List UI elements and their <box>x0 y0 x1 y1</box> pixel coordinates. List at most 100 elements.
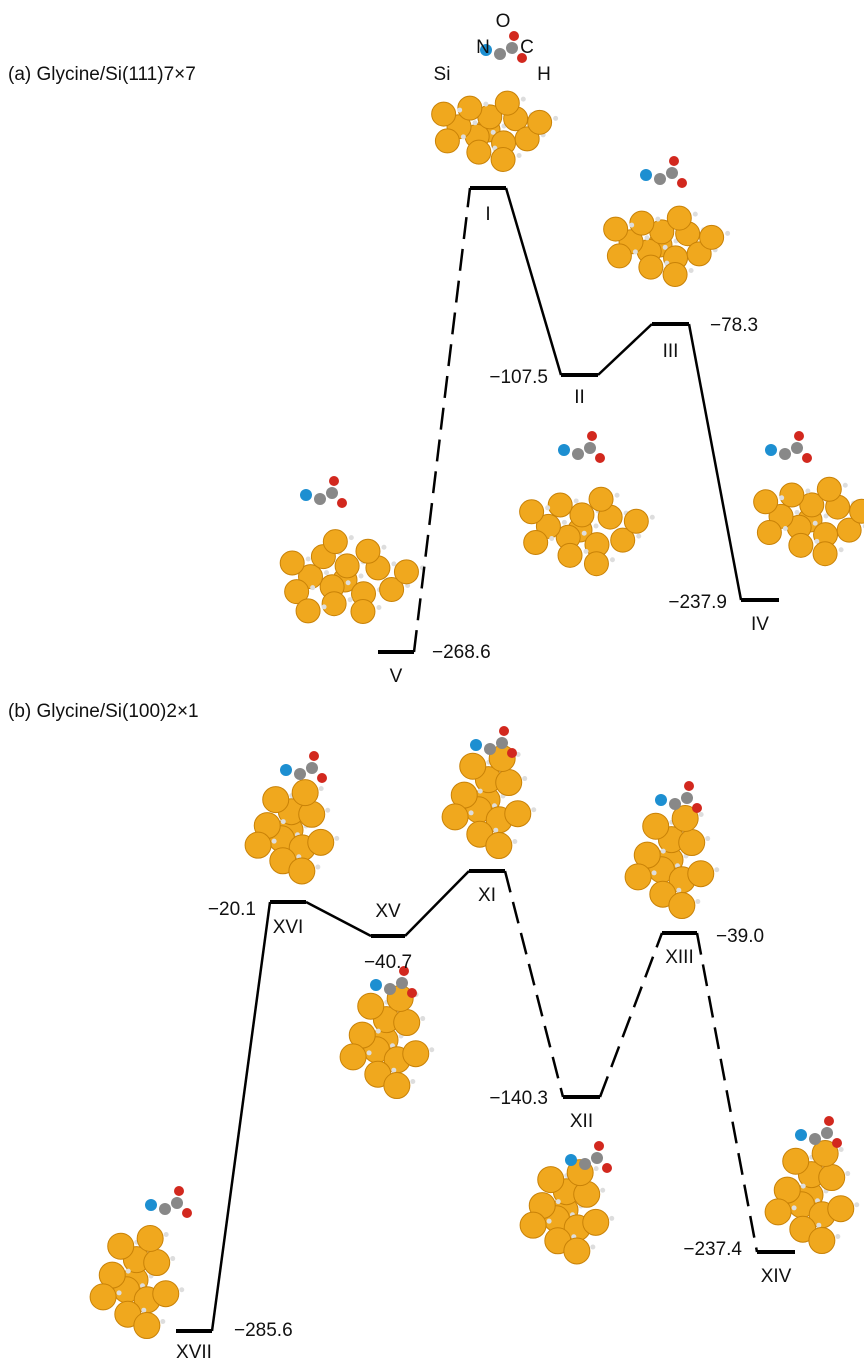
pathway <box>697 933 757 1252</box>
carbon-atom <box>779 448 791 460</box>
energy-value: −237.9 <box>668 592 727 613</box>
atom-label: O <box>496 11 511 32</box>
adsorbate <box>145 1186 192 1218</box>
silicon-atom <box>458 96 482 120</box>
level-label: III <box>663 341 679 362</box>
silicon-atom <box>403 1041 429 1067</box>
silicon-atom <box>495 91 519 115</box>
level-label: XVII <box>176 1342 212 1363</box>
hydrogen-atom <box>483 102 488 107</box>
oxygen-atom <box>824 1116 834 1126</box>
adsorbate <box>655 781 702 813</box>
carbon-atom <box>666 167 678 179</box>
oxygen-atom <box>309 751 319 761</box>
oxygen-atom <box>317 773 327 783</box>
hydrogen-atom <box>160 1319 165 1324</box>
hydrogen-atom <box>813 521 818 526</box>
hydrogen-atom <box>549 536 554 541</box>
hydrogen-atom <box>584 549 589 554</box>
oxygen-atom <box>832 1138 842 1148</box>
carbon-atom <box>809 1133 821 1145</box>
level-label: XII <box>570 1111 593 1132</box>
carbon-atom <box>791 442 803 454</box>
hydrogen-atom <box>179 1287 184 1292</box>
hydrogen-atom <box>693 212 698 217</box>
silicon-atom <box>604 217 628 241</box>
oxygen-atom <box>337 498 347 508</box>
hydrogen-atom <box>322 604 327 609</box>
silicon-atom <box>679 830 705 856</box>
hydrogen-atom <box>725 231 730 236</box>
hydrogen-atom <box>473 120 478 125</box>
pathway <box>212 902 270 1331</box>
hydrogen-atom <box>609 1216 614 1221</box>
hydrogen-atom <box>699 812 704 817</box>
carbon-atom <box>294 768 306 780</box>
hydrogen-atom <box>478 789 483 794</box>
hydrogen-atom <box>547 1219 552 1224</box>
nitrogen-atom <box>370 979 382 991</box>
hydrogen-atom <box>346 580 351 585</box>
silicon-atom <box>639 255 663 279</box>
carbon-atom <box>314 493 326 505</box>
atom-label: Si <box>434 64 451 85</box>
carbon-atom <box>484 743 496 755</box>
energy-value: −39.0 <box>716 926 764 947</box>
silicon-atom <box>538 1167 564 1193</box>
silicon-atom <box>520 500 544 524</box>
hydrogen-atom <box>805 488 810 493</box>
hydrogen-atom <box>381 545 386 550</box>
hydrogen-atom <box>359 574 364 579</box>
hydrogen-atom <box>839 547 844 552</box>
hydrogen-atom <box>676 888 681 893</box>
hydrogen-atom <box>522 776 527 781</box>
energy-value: −140.3 <box>489 1088 548 1109</box>
silicon-atom <box>442 804 468 830</box>
hydrogen-atom <box>170 1256 175 1261</box>
molecule <box>625 805 719 918</box>
energy-value: −78.3 <box>710 315 758 336</box>
hydrogen-atom <box>705 836 710 841</box>
adsorbate <box>280 751 327 783</box>
silicon-atom <box>486 833 512 859</box>
carbon-atom <box>171 1197 183 1209</box>
silicon-atom <box>630 211 654 235</box>
hydrogen-atom <box>306 556 311 561</box>
hydrogen-atom <box>843 483 848 488</box>
hydrogen-atom <box>429 1047 434 1052</box>
silicon-atom <box>583 1209 609 1235</box>
oxygen-atom <box>692 803 702 813</box>
hydrogen-atom <box>324 570 329 575</box>
silicon-atom <box>828 1196 854 1222</box>
oxygen-atom <box>182 1208 192 1218</box>
molecule <box>520 1160 614 1264</box>
hydrogen-atom <box>315 864 320 869</box>
nitrogen-atom <box>640 169 652 181</box>
silicon-atom <box>817 477 841 501</box>
pathway <box>600 933 662 1097</box>
hydrogen-atom <box>376 1029 381 1034</box>
silicon-atom <box>356 539 380 563</box>
hydrogen-atom <box>610 557 615 562</box>
hydrogen-atom <box>367 1050 372 1055</box>
carbon-atom <box>821 1127 833 1139</box>
silicon-atom <box>491 148 515 172</box>
silicon-atom <box>322 592 346 616</box>
silicon-atom <box>589 487 613 511</box>
carbon-atom <box>494 48 506 60</box>
level-label: II <box>574 387 585 408</box>
hydrogen-atom <box>325 808 330 813</box>
silicon-atom <box>570 503 594 527</box>
carbon-atom <box>396 977 408 989</box>
silicon-atom <box>263 787 289 813</box>
nitrogen-atom <box>795 1129 807 1141</box>
silicon-atom <box>754 490 778 514</box>
hydrogen-atom <box>615 493 620 498</box>
molecule <box>245 780 339 884</box>
hydrogen-atom <box>600 1188 605 1193</box>
energy-value: −107.5 <box>489 367 548 388</box>
hydrogen-atom <box>512 839 517 844</box>
adsorbate <box>300 476 347 508</box>
hydrogen-atom <box>531 807 536 812</box>
hydrogen-atom <box>457 108 462 113</box>
